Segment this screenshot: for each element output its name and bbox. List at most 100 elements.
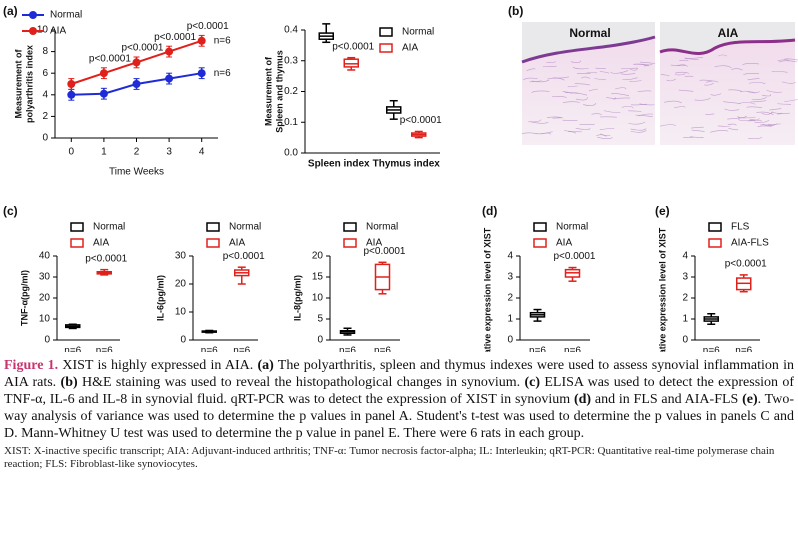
legend-label: AIA: [50, 26, 66, 37]
tissue-fiber: [731, 68, 743, 71]
tissue-fiber: [694, 97, 711, 101]
p-value: p<0.0001: [364, 246, 406, 257]
tissue-fiber: [754, 120, 770, 124]
panel-label: (e): [655, 204, 670, 218]
legend-swatch: [708, 222, 722, 232]
p-value: p<0.0001: [332, 41, 374, 52]
point: [197, 69, 206, 78]
y-tick-label: 0: [42, 133, 48, 144]
y-axis-label: Relative expression level of XIST: [482, 227, 492, 352]
tissue-fiber: [761, 93, 772, 97]
tissue-fiber: [540, 132, 552, 135]
legend-swatch: [533, 238, 547, 248]
tissue-fiber: [531, 79, 550, 83]
y-tick-label: 6: [42, 68, 48, 79]
tissue-fiber: [777, 59, 790, 62]
tissue-fiber: [717, 125, 731, 127]
tissue-fiber: [575, 97, 588, 101]
n-label: n=6: [214, 68, 231, 79]
y-axis-label: Measurement of: [263, 56, 273, 126]
y-tick-label: 4: [42, 89, 48, 100]
tissue-fiber: [781, 81, 796, 84]
tissue-fiber: [599, 71, 610, 74]
x-tick-label: Thymus index: [373, 159, 441, 170]
y-tick-label: 0.1: [284, 117, 298, 128]
y-tick-label: 0: [44, 335, 50, 346]
point: [132, 58, 141, 67]
tissue-fiber: [675, 71, 690, 74]
x-tick-label: n=6: [735, 346, 752, 352]
point: [67, 80, 76, 88]
caption-panel: (b): [60, 375, 78, 390]
p-value: p<0.0001: [154, 32, 196, 43]
tissue-fiber: [546, 116, 562, 119]
tissue-fiber: [784, 99, 798, 102]
p-value: p<0.0001: [223, 251, 265, 262]
legend-swatch: [70, 238, 84, 248]
footnote: XIST: X-inactive specific transcript; AI…: [4, 445, 775, 470]
tissue-fiber: [528, 119, 542, 123]
n-label: n=6: [214, 35, 231, 46]
x-tick-label: Spleen index: [308, 159, 370, 170]
y-tick-label: 5: [317, 314, 323, 325]
tissue-fiber: [564, 92, 579, 94]
tissue-fiber: [591, 113, 602, 115]
tissue-fiber: [728, 89, 742, 92]
x-tick-label: 2: [134, 147, 140, 158]
tissue-fiber: [583, 103, 597, 106]
tissue-fiber: [710, 130, 729, 133]
tissue-fiber: [574, 83, 591, 86]
tissue-fiber: [743, 72, 759, 75]
legend-label: AIA: [229, 238, 245, 249]
y-tick-label: 8: [42, 46, 48, 57]
p-value: p<0.0001: [554, 251, 596, 262]
tissue-fiber: [740, 90, 756, 94]
tissue-fiber: [737, 115, 748, 118]
y-tick-label: 30: [175, 251, 187, 262]
tissue-fiber: [674, 73, 686, 76]
legend-swatch: [343, 222, 357, 232]
tissue-fiber: [620, 73, 636, 75]
tissue-fiber: [771, 70, 788, 73]
tissue-fiber: [757, 125, 772, 127]
caption-text: and in FLS and AIA-FLS: [594, 392, 739, 407]
legend-swatch: [206, 222, 220, 232]
tissue-fiber: [777, 112, 790, 115]
point: [197, 36, 206, 45]
tissue-fiber: [606, 97, 616, 99]
y-axis-label: Relative expression level of XIST: [657, 227, 667, 352]
panel-label: (d): [482, 204, 497, 218]
x-axis-label: Time Weeks: [109, 167, 164, 178]
tissue-fiber: [685, 57, 703, 60]
tissue-fiber: [689, 136, 704, 138]
tissue-fiber: [622, 77, 638, 81]
y-tick-label: 2: [507, 293, 513, 304]
histology-label: AIA: [718, 26, 739, 40]
tissue-fiber: [570, 60, 581, 63]
y-axis-label: IL-8(pg/ml): [292, 275, 302, 321]
p-value: p<0.0001: [122, 43, 164, 54]
tissue-fiber: [633, 63, 650, 66]
x-tick-label: n=6: [529, 346, 546, 352]
tissue-fiber: [766, 89, 783, 93]
y-tick-label: 0: [317, 335, 323, 346]
tissue-fiber: [678, 89, 694, 92]
legend-label: AIA-FLS: [731, 238, 769, 249]
tissue-fiber: [710, 93, 722, 96]
legend-label: FLS: [731, 222, 750, 233]
tissue-fiber: [580, 76, 591, 79]
y-tick-label: 0.3: [284, 55, 298, 66]
tissue-fiber: [746, 106, 763, 108]
p-value: p<0.0001: [85, 253, 127, 264]
legend-label: Normal: [366, 222, 398, 233]
y-tick-label: 0.4: [284, 25, 298, 36]
tissue-fiber: [674, 106, 686, 109]
p-value: p<0.0001: [725, 259, 767, 270]
y-tick-label: 10: [39, 314, 51, 325]
tissue-fiber: [597, 136, 613, 140]
legend-swatch: [206, 238, 220, 248]
legend-label: AIA: [93, 238, 109, 249]
tissue-fiber: [779, 60, 798, 63]
caption-panel: (d): [573, 392, 592, 407]
